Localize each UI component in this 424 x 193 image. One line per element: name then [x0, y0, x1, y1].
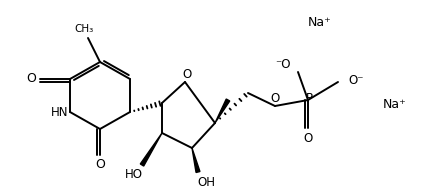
Text: CH₃: CH₃ [74, 24, 94, 34]
Text: P: P [306, 92, 312, 106]
Text: HO: HO [125, 168, 143, 181]
Text: HN: HN [50, 107, 68, 119]
Text: O: O [95, 158, 105, 172]
Text: O: O [26, 73, 36, 85]
Text: Na⁺: Na⁺ [383, 98, 407, 112]
Polygon shape [140, 133, 162, 166]
Polygon shape [215, 99, 230, 123]
Polygon shape [192, 148, 200, 173]
Text: ⁻O: ⁻O [276, 58, 291, 71]
Text: O⁻: O⁻ [348, 74, 363, 86]
Text: Na⁺: Na⁺ [308, 15, 332, 29]
Text: O: O [304, 131, 312, 145]
Text: O: O [182, 69, 192, 81]
Text: O: O [271, 91, 279, 104]
Text: OH: OH [197, 175, 215, 189]
